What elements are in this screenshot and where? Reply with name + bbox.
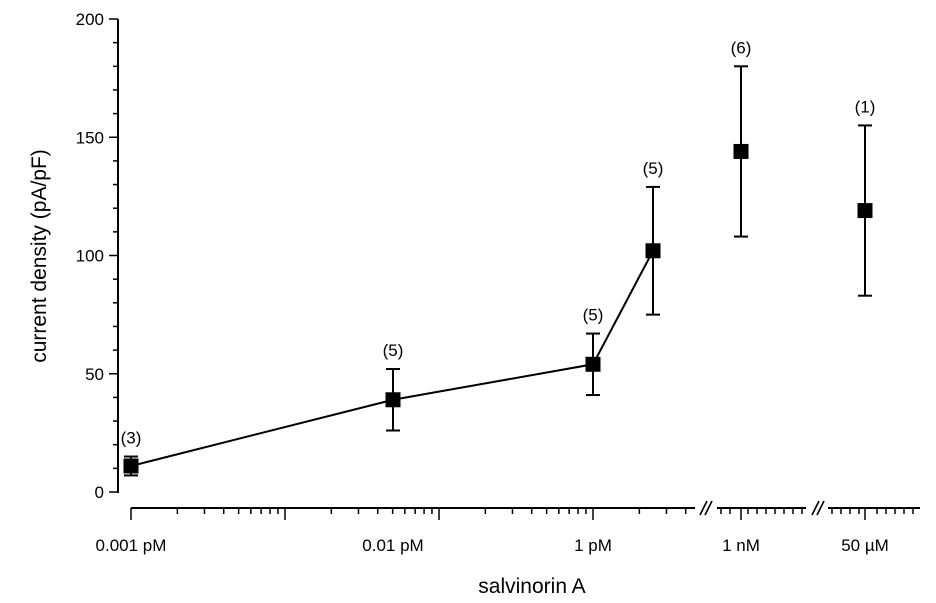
- data-point: [123, 458, 139, 474]
- x-tick-label: 50 µM: [841, 536, 889, 555]
- data-point: [585, 356, 601, 372]
- data-point: [385, 392, 401, 408]
- data-point: [733, 143, 749, 159]
- x-tick-label: 0.001 pM: [96, 536, 167, 555]
- data-point: [645, 243, 661, 259]
- axis-break-mark: [699, 500, 708, 516]
- y-tick-label: 150: [76, 128, 104, 147]
- sample-size-label: (5): [383, 341, 404, 360]
- y-tick-label: 200: [76, 10, 104, 29]
- axis-break-mark: [816, 500, 825, 516]
- y-axis: 0 50 100 150 200: [76, 10, 119, 502]
- axis-break-mark: [704, 500, 713, 516]
- sample-size-label: (3): [121, 429, 142, 448]
- y-tick-label: 0: [95, 483, 104, 502]
- y-tick-label: 50: [85, 365, 104, 384]
- y-tick-label: 100: [76, 247, 104, 266]
- axis-break-mark: [811, 500, 820, 516]
- series-dose-response: (3) (5) (5) (5) (6) (1): [121, 38, 876, 477]
- y-axis-title: current density (pA/pF): [28, 149, 51, 363]
- x-tick-label: 0.01 pM: [362, 536, 423, 555]
- x-axis: 0.001 pM 0.01 pM 1 pM 1 nM 50 µM: [96, 500, 920, 555]
- x-tick-label: 1 pM: [574, 536, 612, 555]
- x-tick-label: 1 nM: [722, 536, 760, 555]
- sample-size-label: (5): [643, 159, 664, 178]
- series-line: [130, 250, 654, 467]
- data-point: [857, 203, 873, 219]
- sample-size-label: (1): [855, 97, 876, 116]
- x-axis-title: salvinorin A: [478, 575, 585, 598]
- sample-size-label: (5): [583, 306, 604, 325]
- sample-size-label: (6): [731, 38, 752, 57]
